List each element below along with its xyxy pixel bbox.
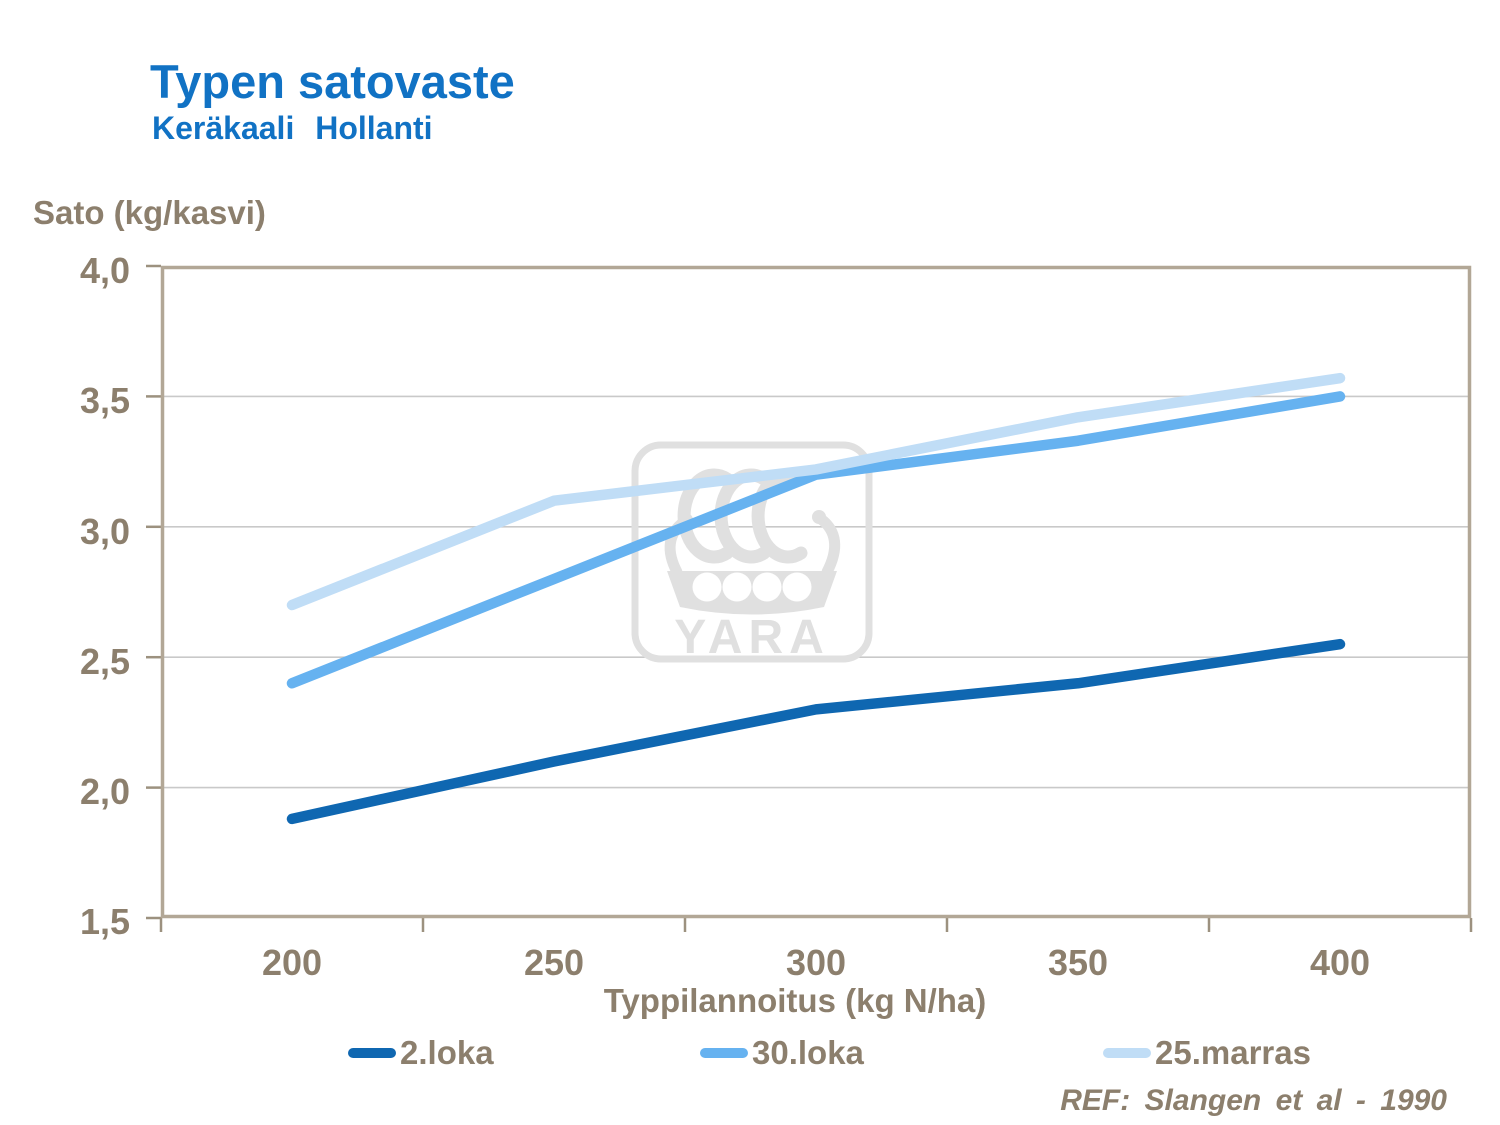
series-line-2.loka (286, 638, 1346, 825)
legend-swatch-mid-blue (700, 1048, 748, 1058)
y-tick-label: 1,5 (79, 901, 130, 942)
plot-area: YARA (146, 264, 1473, 932)
chart-title: Typen satovaste (150, 55, 515, 108)
legend-item: 2.loka (348, 1033, 494, 1073)
legend-item: 30.loka (700, 1033, 864, 1073)
legend-swatch-dark-blue (348, 1048, 396, 1058)
y-axis-title: Sato (kg/kasvi) (33, 194, 266, 231)
watermark-text: YARA (674, 611, 830, 664)
data-series (286, 372, 1346, 825)
reference-note: REF: Slangen et al - 1990 (1060, 1084, 1447, 1117)
y-tick-label: 2,5 (79, 641, 130, 682)
x-tick-label: 350 (1047, 942, 1109, 983)
x-tick-label: 200 (261, 942, 323, 983)
chart-subtitle: Keräkaali Hollanti (152, 110, 433, 146)
y-tick-label: 4,0 (79, 250, 130, 291)
y-tick-label: 3,0 (79, 511, 130, 552)
legend-swatch-light-blue (1103, 1048, 1151, 1058)
legend-label: 2.loka (400, 1034, 494, 1071)
legend-item: 25.marras (1103, 1033, 1311, 1073)
legend-label: 30.loka (752, 1034, 864, 1071)
x-tick-label: 400 (1309, 942, 1371, 983)
y-tick-label: 2,0 (79, 771, 130, 812)
x-tick-label: 250 (523, 942, 585, 983)
legend-label: 25.marras (1155, 1034, 1311, 1071)
x-axis-title: Typpilannoitus (kg N/ha) (603, 982, 987, 1019)
y-tick-label: 3,5 (79, 380, 130, 421)
series-line-25.marras (286, 372, 1346, 611)
x-tick-label: 300 (785, 942, 847, 983)
gridlines-frame (146, 264, 1473, 932)
